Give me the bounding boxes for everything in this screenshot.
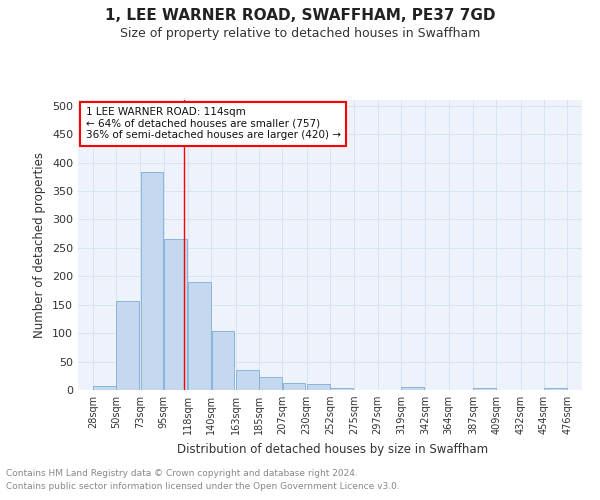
- Bar: [141, 172, 163, 390]
- Bar: [188, 282, 211, 390]
- Text: Size of property relative to detached houses in Swaffham: Size of property relative to detached ho…: [120, 28, 480, 40]
- Bar: [93, 386, 116, 390]
- Bar: [331, 388, 353, 390]
- Bar: [116, 300, 139, 390]
- Bar: [544, 388, 567, 390]
- Text: Contains HM Land Registry data © Crown copyright and database right 2024.: Contains HM Land Registry data © Crown c…: [6, 468, 358, 477]
- Bar: [307, 384, 329, 390]
- Bar: [401, 387, 424, 390]
- Text: Contains public sector information licensed under the Open Government Licence v3: Contains public sector information licen…: [6, 482, 400, 491]
- Text: 1 LEE WARNER ROAD: 114sqm
← 64% of detached houses are smaller (757)
36% of semi: 1 LEE WARNER ROAD: 114sqm ← 64% of detac…: [86, 108, 341, 140]
- Bar: [236, 370, 259, 390]
- Bar: [164, 240, 187, 390]
- Bar: [259, 378, 282, 390]
- Text: Distribution of detached houses by size in Swaffham: Distribution of detached houses by size …: [178, 442, 488, 456]
- Y-axis label: Number of detached properties: Number of detached properties: [34, 152, 46, 338]
- Bar: [283, 382, 305, 390]
- Bar: [473, 388, 496, 390]
- Text: 1, LEE WARNER ROAD, SWAFFHAM, PE37 7GD: 1, LEE WARNER ROAD, SWAFFHAM, PE37 7GD: [105, 8, 495, 22]
- Bar: [212, 332, 235, 390]
